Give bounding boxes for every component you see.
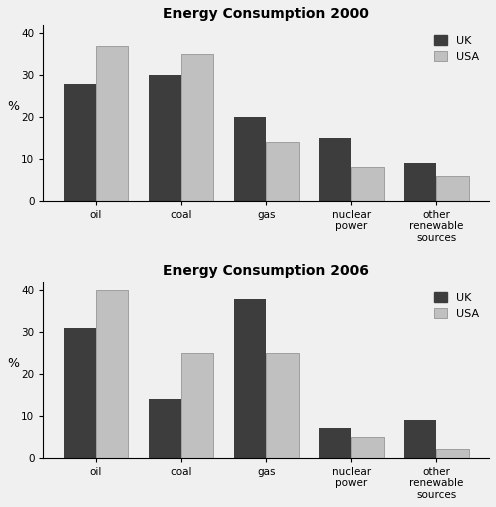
Bar [404,163,436,201]
Bar [63,84,96,201]
Bar [63,328,96,458]
Bar [319,428,351,458]
Bar [404,420,436,458]
Y-axis label: %: % [7,100,19,113]
Bar [436,449,469,458]
Legend: UK, USA: UK, USA [429,30,484,66]
Title: Energy Consumption 2000: Energy Consumption 2000 [163,7,369,21]
Bar [351,167,384,201]
Bar [351,437,384,458]
Title: Energy Consumption 2006: Energy Consumption 2006 [163,264,369,278]
Bar [149,399,181,458]
Bar [181,353,213,458]
Bar [234,117,266,201]
Bar [96,46,128,201]
Legend: UK, USA: UK, USA [429,287,484,323]
Bar [234,299,266,458]
Bar [436,176,469,201]
Bar [149,75,181,201]
Bar [181,54,213,201]
Bar [96,290,128,458]
Bar [266,353,299,458]
Bar [266,142,299,201]
Y-axis label: %: % [7,357,19,370]
Bar [319,138,351,201]
